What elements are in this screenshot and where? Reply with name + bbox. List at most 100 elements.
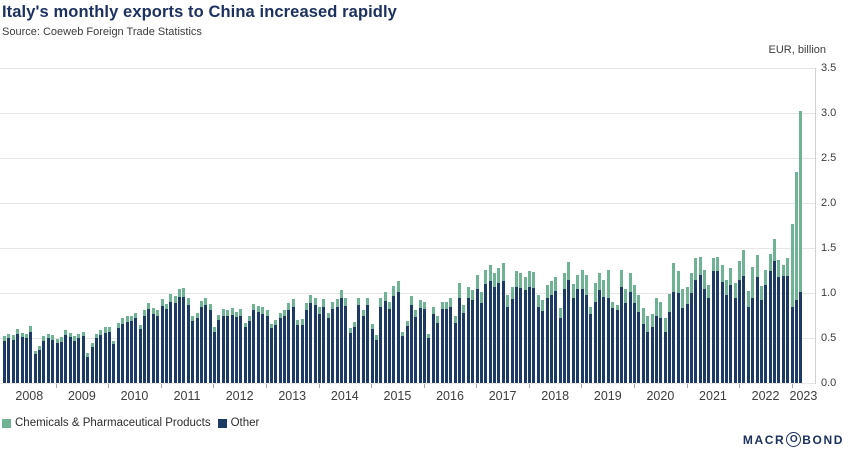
bar-month bbox=[668, 293, 671, 383]
bar-segment-chemicals bbox=[668, 293, 671, 312]
bar-month bbox=[38, 346, 41, 383]
bar-segment-chemicals bbox=[536, 294, 540, 307]
bar-segment-chemicals bbox=[55, 338, 59, 343]
bar-segment-other bbox=[199, 307, 203, 383]
bar-month bbox=[576, 275, 580, 383]
bar-segment-other bbox=[392, 295, 396, 383]
bar-segment-chemicals bbox=[77, 333, 81, 338]
bar-segment-other bbox=[484, 284, 488, 383]
bar-segment-chemicals bbox=[178, 289, 181, 297]
bar-segment-chemicals bbox=[353, 321, 356, 328]
bar-month bbox=[287, 302, 291, 383]
bar-month bbox=[436, 316, 440, 383]
macrobond-logo: MACR O BOND bbox=[743, 432, 844, 447]
bar-segment-other bbox=[20, 337, 24, 383]
bar-segment-other bbox=[357, 304, 361, 383]
bar-segment-chemicals bbox=[506, 294, 510, 307]
bar-month bbox=[794, 172, 798, 383]
bar-segment-chemicals bbox=[379, 298, 383, 307]
bar-segment-chemicals bbox=[681, 288, 685, 309]
bar-segment-chemicals bbox=[589, 306, 593, 314]
bar-segment-chemicals bbox=[51, 335, 55, 340]
bar-segment-chemicals bbox=[121, 318, 125, 324]
bar-segment-other bbox=[646, 331, 650, 383]
x-tick-label: 2014 bbox=[330, 389, 359, 403]
bar-segment-other bbox=[479, 302, 483, 383]
bar-segment-chemicals bbox=[676, 270, 680, 293]
bar-segment-other bbox=[405, 326, 409, 383]
bar-month bbox=[195, 312, 199, 383]
x-tick-label: 2017 bbox=[488, 389, 517, 403]
bar-segment-other bbox=[598, 290, 601, 383]
bar-segment-chemicals bbox=[759, 285, 763, 301]
bar-month bbox=[269, 323, 273, 383]
bar-segment-other bbox=[164, 309, 168, 383]
bar-segment-chemicals bbox=[348, 328, 352, 333]
bar-segment-chemicals bbox=[401, 331, 405, 337]
bar-month bbox=[571, 284, 575, 383]
bar-segment-other bbox=[234, 317, 238, 383]
year-tick bbox=[160, 384, 162, 388]
bar-month bbox=[768, 254, 772, 383]
bar-segment-other bbox=[453, 322, 457, 383]
bar-segment-chemicals bbox=[444, 302, 448, 310]
bar-segment-other bbox=[73, 340, 76, 383]
bar-segment-chemicals bbox=[672, 263, 676, 293]
bar-month bbox=[628, 273, 632, 383]
bar-segment-chemicals bbox=[707, 284, 711, 299]
bar-month bbox=[344, 298, 348, 383]
bar-segment-other bbox=[304, 310, 308, 383]
bar-month bbox=[466, 286, 470, 383]
bar-month bbox=[361, 310, 365, 383]
bar-segment-other bbox=[418, 308, 422, 383]
bar-month bbox=[646, 316, 650, 383]
bar-segment-other bbox=[296, 325, 300, 383]
bar-month bbox=[125, 316, 129, 383]
bar-segment-other bbox=[689, 293, 693, 383]
logo-text-suffix: BOND bbox=[802, 432, 844, 447]
bar-segment-other bbox=[195, 318, 199, 383]
bar-month bbox=[633, 284, 636, 383]
bar-segment-other bbox=[641, 323, 645, 383]
bar-segment-chemicals bbox=[313, 297, 317, 305]
bar-segment-other bbox=[326, 318, 330, 383]
bar-month bbox=[230, 308, 234, 383]
bar-segment-other bbox=[138, 329, 142, 383]
bar-month bbox=[423, 302, 426, 383]
bar-segment-other bbox=[755, 276, 759, 383]
bar-segment-other bbox=[624, 302, 628, 383]
bar-segment-other bbox=[256, 311, 260, 383]
bar-segment-other bbox=[383, 301, 387, 383]
bar-segment-chemicals bbox=[283, 310, 286, 317]
bar-segment-chemicals bbox=[628, 273, 632, 293]
legend-item-chemicals: Chemicals & Pharmaceutical Products bbox=[2, 417, 211, 429]
bar-month bbox=[746, 291, 750, 383]
bar-segment-other bbox=[217, 320, 221, 383]
bar-segment-chemicals bbox=[304, 302, 308, 311]
bar-segment-chemicals bbox=[388, 302, 391, 310]
year-tick bbox=[108, 384, 110, 388]
bar-segment-other bbox=[318, 313, 321, 383]
y-tick-label: 1.5 bbox=[821, 241, 837, 254]
bar-segment-other bbox=[659, 318, 663, 383]
bar-month bbox=[261, 307, 265, 383]
bar-segment-other bbox=[348, 332, 352, 383]
bar-segment-other bbox=[475, 288, 479, 383]
gridline bbox=[0, 293, 815, 294]
bar-segment-other bbox=[488, 281, 492, 383]
bar-month bbox=[86, 353, 90, 383]
year-tick bbox=[55, 384, 57, 388]
bar-segment-other bbox=[42, 340, 46, 383]
bar-month bbox=[549, 281, 553, 383]
bar-segment-chemicals bbox=[221, 309, 225, 316]
bar-month bbox=[497, 267, 501, 383]
bar-segment-chemicals bbox=[322, 299, 326, 307]
bar-month bbox=[676, 270, 680, 383]
bar-segment-chemicals bbox=[488, 265, 492, 282]
year-tick bbox=[686, 384, 688, 388]
bar-month bbox=[379, 298, 383, 383]
bar-segment-chemicals bbox=[409, 295, 413, 305]
bar-month bbox=[580, 269, 584, 383]
bar-month bbox=[611, 302, 615, 383]
bar-segment-chemicals bbox=[143, 310, 146, 316]
